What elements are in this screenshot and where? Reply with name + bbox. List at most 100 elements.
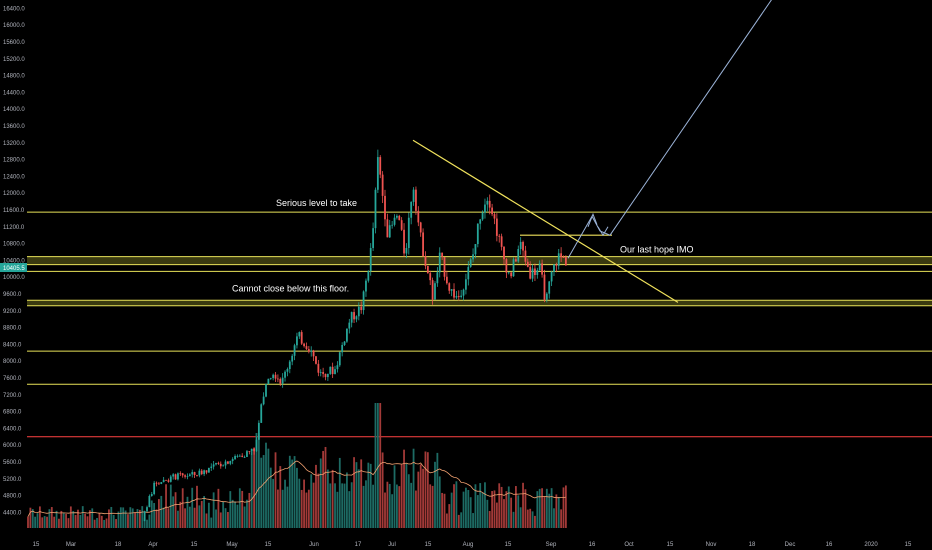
volume-bar [322,450,325,528]
candle-body [257,422,260,440]
volume-bar [84,513,87,528]
volume-bar [560,509,563,528]
volume-bar [62,513,65,528]
candle-body [369,248,372,272]
candle-body [219,463,222,467]
x-tick-label: Dec [785,542,796,548]
volume-bar [243,506,246,528]
volume-bar [448,504,451,528]
candle-body [184,475,186,477]
volume-bar [112,514,115,528]
volume-bar [305,492,308,528]
y-axis[interactable]: 16400.0 16000.0 15600.0 15200.0 14800.0 14400… [3,6,25,516]
candle-body [200,470,203,475]
candle-body [417,210,420,223]
volume-bar [108,509,110,528]
volume-bar [234,501,236,528]
x-tick-label: Sep [546,542,557,548]
volume-bar [269,467,272,528]
volume-bar [360,459,363,528]
volume-bar [212,492,215,528]
volume-bar [557,496,560,528]
volume-bar [474,484,477,528]
candle-body [269,377,272,379]
volume-bar [467,490,470,528]
candle-body [434,283,436,300]
volume-bar [524,489,527,528]
volume-bar [198,505,201,528]
candle-body [362,291,365,311]
candle-body [396,215,398,218]
volume-bar [165,484,167,528]
volume-bar [536,491,539,528]
y-tick-label: 10800.0 [3,242,25,248]
candle-body [148,496,151,508]
candle-body [388,225,391,238]
candle-body [165,479,167,481]
candle-body [315,356,317,364]
volume-bar [103,519,106,528]
volume-bar [79,514,82,528]
candle-body [322,372,325,374]
candle-body [217,462,220,464]
candle-body [517,249,520,262]
x-tick-label: 16 [589,542,596,548]
volume-bar [317,473,320,528]
candle-body [303,343,305,347]
candle-body [191,472,194,475]
candle-body [160,482,163,484]
candle-body [336,365,339,370]
candle-body [169,476,172,482]
candle-body [553,264,555,272]
volume-bar [250,451,253,528]
candle-body [367,271,370,281]
candle-body [250,448,253,452]
descending-trendline[interactable] [412,139,679,303]
candle-body [495,218,498,236]
volume-bar [376,403,379,528]
x-tick-label: Apr [148,542,157,548]
volume-bar [65,513,67,528]
volume-bar [472,513,474,528]
volume-bar [548,493,551,528]
candle-body [305,346,308,350]
volume-bar [396,484,398,528]
candle-body [410,201,413,218]
candle-body [255,439,258,452]
candle-body [393,217,396,225]
volume-bar [486,499,489,528]
y-tick-label: 13600.0 [3,124,25,130]
x-tick-label: 15 [191,542,198,548]
projection-path[interactable] [567,0,780,259]
volume-bar [203,496,206,528]
last-price-label: 10405.5 [3,266,25,272]
candle-body [272,374,275,378]
volume-bar [160,495,163,528]
volume-bar [465,487,467,528]
volume-bar [267,448,270,528]
candle-body [403,229,405,254]
candle-body [296,336,298,346]
volume-bar [43,516,46,528]
volume-bar [227,512,229,528]
candle-body [536,270,539,276]
candle-body [555,264,558,266]
candle-body [545,293,548,300]
x-axis[interactable]: 15 Mar 18 Apr 15 May 15 Jun 17 Jul 15 Aug 15 Sep 16 Oct… [33,542,912,548]
candle-body [350,312,353,323]
candle-body [398,215,401,221]
candle-body [234,456,236,460]
last-price-tag-bg [0,263,27,272]
candle-body [550,271,553,282]
y-tick-label: 9600.0 [3,292,22,298]
candle-body [400,220,403,230]
x-tick-label: Nov [706,542,717,548]
volume-bar [53,516,56,528]
volume-bar [555,494,558,528]
y-tick-label: 14000.0 [3,107,25,113]
y-tick-label: 8400.0 [3,342,22,348]
volume-bar [31,509,34,528]
candle-body [543,274,546,300]
candle-body [529,266,532,279]
